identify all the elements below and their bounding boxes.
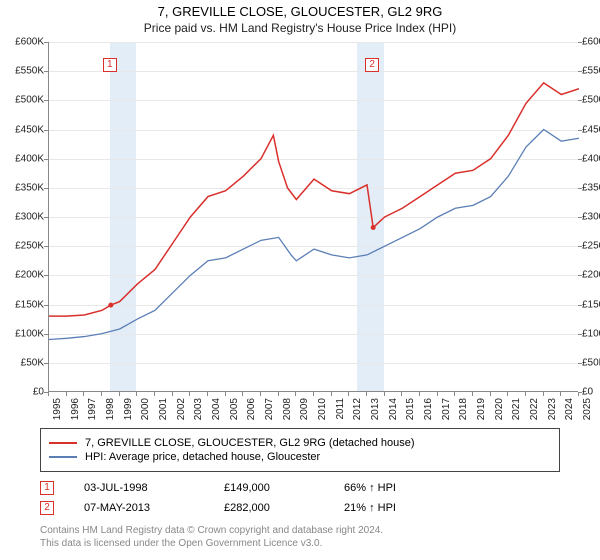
x-tick-label: 2005 [229, 398, 240, 428]
x-tick-label: 2003 [193, 398, 204, 428]
y-tick-label-right: £250K [582, 241, 600, 252]
x-tick-label: 2004 [211, 398, 222, 428]
sale-price: £282,000 [224, 502, 314, 514]
y-tick-label-right: £100K [582, 328, 600, 339]
x-tick-label: 2020 [494, 398, 505, 428]
y-tick-label-right: £600K [582, 37, 600, 48]
y-tick-label-right: £300K [582, 212, 600, 223]
chart-title: 7, GREVILLE CLOSE, GLOUCESTER, GL2 9RG [0, 0, 600, 19]
x-tick-label: 2023 [547, 398, 558, 428]
legend: 7, GREVILLE CLOSE, GLOUCESTER, GL2 9RG (… [40, 428, 560, 472]
legend-swatch-icon [49, 456, 77, 458]
sale-date: 03-JUL-1998 [84, 482, 194, 494]
x-tick-label: 2017 [441, 398, 452, 428]
y-tick-label: £350K [15, 182, 44, 193]
x-tick-label: 2012 [352, 398, 363, 428]
x-tick-label: 2009 [299, 398, 310, 428]
y-tick-label: £600K [15, 37, 44, 48]
x-tick-label: 2008 [282, 398, 293, 428]
series-line [49, 83, 579, 316]
x-tick-label: 2010 [317, 398, 328, 428]
x-tick-label: 2007 [264, 398, 275, 428]
x-tick-label: 1996 [70, 398, 81, 428]
x-tick-label: 2002 [176, 398, 187, 428]
legend-item: HPI: Average price, detached house, Glou… [49, 451, 551, 463]
plot-area [48, 42, 578, 392]
x-tick-label: 2025 [582, 398, 593, 428]
sale-marker-box: 1 [103, 58, 117, 72]
x-tick-label: 2015 [405, 398, 416, 428]
sale-marker-box: 2 [365, 58, 379, 72]
y-tick-label: £450K [15, 124, 44, 135]
y-tick-label-right: £150K [582, 299, 600, 310]
x-tick-label: 2018 [458, 398, 469, 428]
plot-svg [49, 42, 579, 392]
y-tick-label: £300K [15, 212, 44, 223]
sale-row: 1 03-JUL-1998 £149,000 66% ↑ HPI [40, 478, 560, 498]
x-tick-label: 1999 [123, 398, 134, 428]
y-tick-label-right: £50K [582, 357, 600, 368]
sale-index-box: 2 [40, 501, 54, 515]
y-tick-label-right: £200K [582, 270, 600, 281]
x-tick-label: 2013 [370, 398, 381, 428]
y-tick-label-right: £0 [582, 387, 593, 398]
sale-price: £149,000 [224, 482, 314, 494]
sale-delta: 21% ↑ HPI [344, 502, 396, 514]
legend-swatch-icon [49, 442, 77, 444]
x-tick-label: 2000 [140, 398, 151, 428]
sale-date: 07-MAY-2013 [84, 502, 194, 514]
sale-row: 2 07-MAY-2013 £282,000 21% ↑ HPI [40, 498, 560, 518]
x-tick-label: 2024 [564, 398, 575, 428]
y-tick-label: £150K [15, 299, 44, 310]
x-tick-label: 2011 [335, 398, 346, 428]
sale-point-icon [108, 303, 113, 308]
footer: Contains HM Land Registry data © Crown c… [40, 524, 383, 550]
x-tick-label: 1997 [87, 398, 98, 428]
x-tick-label: 2022 [529, 398, 540, 428]
y-tick-label: £0 [33, 387, 44, 398]
y-tick-label: £550K [15, 66, 44, 77]
footer-line-2: This data is licensed under the Open Gov… [40, 537, 383, 550]
legend-label: HPI: Average price, detached house, Glou… [85, 451, 320, 463]
footer-line-1: Contains HM Land Registry data © Crown c… [40, 524, 383, 537]
chart-container: 7, GREVILLE CLOSE, GLOUCESTER, GL2 9RG P… [0, 0, 600, 560]
y-tick-label: £250K [15, 241, 44, 252]
series-line [49, 130, 579, 340]
y-tick-label-right: £450K [582, 124, 600, 135]
y-tick-label-right: £550K [582, 66, 600, 77]
y-tick-label: £50K [21, 357, 44, 368]
y-tick-label: £400K [15, 153, 44, 164]
x-tick-label: 1995 [52, 398, 63, 428]
sale-point-icon [371, 225, 376, 230]
y-tick-label: £100K [15, 328, 44, 339]
legend-label: 7, GREVILLE CLOSE, GLOUCESTER, GL2 9RG (… [85, 437, 415, 449]
x-tick-label: 2019 [476, 398, 487, 428]
sale-delta: 66% ↑ HPI [344, 482, 396, 494]
x-tick-label: 2014 [388, 398, 399, 428]
sales-table: 1 03-JUL-1998 £149,000 66% ↑ HPI 2 07-MAY-201… [40, 478, 560, 518]
chart-subtitle: Price paid vs. HM Land Registry's House … [0, 19, 600, 35]
y-tick-label: £500K [15, 95, 44, 106]
y-tick-label-right: £350K [582, 182, 600, 193]
y-tick-label-right: £400K [582, 153, 600, 164]
legend-item: 7, GREVILLE CLOSE, GLOUCESTER, GL2 9RG (… [49, 437, 551, 449]
sale-index-box: 1 [40, 481, 54, 495]
y-tick-label-right: £500K [582, 95, 600, 106]
x-tick-label: 2006 [246, 398, 257, 428]
x-tick-label: 2016 [423, 398, 434, 428]
y-tick-label: £200K [15, 270, 44, 281]
x-tick-label: 2001 [158, 398, 169, 428]
x-tick-label: 1998 [105, 398, 116, 428]
x-tick-label: 2021 [511, 398, 522, 428]
